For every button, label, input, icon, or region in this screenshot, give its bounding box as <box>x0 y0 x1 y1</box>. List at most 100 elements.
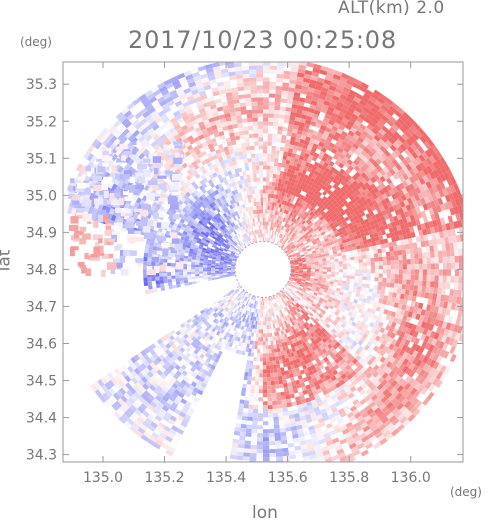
echo-cell <box>265 341 269 346</box>
echo-cell <box>275 356 279 361</box>
echo-cell <box>302 263 307 266</box>
echo-cell <box>302 81 310 87</box>
echo-cell <box>394 259 399 265</box>
echo-cell <box>458 196 463 206</box>
echo-cell <box>288 414 295 420</box>
echo-cell <box>275 206 279 212</box>
echo-cell <box>163 425 171 433</box>
echo-cell <box>256 309 259 314</box>
echo-cell <box>428 207 435 215</box>
echo-cell <box>143 347 150 354</box>
echo-cell <box>195 276 200 279</box>
echo-cell <box>253 336 256 341</box>
echo-cell <box>216 203 221 208</box>
echo-cell <box>318 235 323 240</box>
echo-cell <box>382 173 390 181</box>
echo-cell <box>294 179 299 185</box>
echo-cell <box>224 189 229 194</box>
echo-cell <box>208 307 213 312</box>
echo-cell <box>263 141 268 146</box>
echo-cell <box>258 397 263 402</box>
echo-cell <box>442 256 447 264</box>
echo-cell <box>193 349 199 355</box>
echo-cell <box>216 330 221 336</box>
echo-cell <box>251 97 258 102</box>
echo-cell <box>284 237 288 241</box>
echo-cell <box>251 299 255 304</box>
echo-cell <box>265 237 267 242</box>
echo-cell <box>277 335 281 340</box>
echo-cell <box>183 320 189 326</box>
echo-cell <box>284 222 288 227</box>
echo-cell <box>241 290 245 294</box>
echo-cell <box>220 297 226 302</box>
echo-cell <box>240 423 247 429</box>
echo-cell <box>354 78 363 86</box>
echo-cell <box>307 199 313 205</box>
echo-cell <box>192 238 198 243</box>
echo-cell <box>263 201 266 206</box>
echo-cell <box>149 411 158 419</box>
echo-cell <box>417 127 426 136</box>
echo-cell <box>375 227 381 233</box>
echo-cell <box>236 332 240 338</box>
echo-cell <box>107 372 115 380</box>
echo-cell <box>137 372 145 380</box>
echo-cell <box>227 269 231 271</box>
echo-cell <box>259 169 263 174</box>
echo-cell <box>250 316 253 321</box>
echo-cell <box>178 328 185 334</box>
echo-cell <box>234 189 239 195</box>
echo-cell <box>356 248 362 253</box>
echo-cell <box>364 231 370 236</box>
echo-cell <box>311 267 315 270</box>
echo-cell <box>201 237 207 242</box>
echo-cell <box>249 360 254 365</box>
echo-cell <box>252 117 258 122</box>
echo-cell <box>339 143 346 150</box>
echo-cell <box>367 216 373 223</box>
echo-cell <box>442 250 447 257</box>
echo-cell <box>306 261 311 264</box>
echo-cell <box>209 314 215 320</box>
echo-cell <box>381 193 388 200</box>
echo-cell <box>404 119 413 128</box>
echo-cell <box>193 314 199 319</box>
echo-cell <box>258 329 261 334</box>
echo-cell <box>269 332 273 337</box>
echo-cell <box>288 202 293 208</box>
echo-cell <box>223 340 228 345</box>
echo-cell <box>196 346 202 352</box>
echo-cell <box>257 185 261 190</box>
echo-cell <box>296 202 301 208</box>
echo-cell <box>140 369 148 377</box>
echo-cell <box>403 222 410 229</box>
echo-cell <box>204 309 210 314</box>
echo-cell <box>245 363 250 369</box>
echo-cell <box>291 401 297 407</box>
echo-cell <box>268 117 274 122</box>
echo-cell <box>211 244 217 249</box>
echo-cell <box>305 256 310 259</box>
echo-cell <box>242 456 250 461</box>
echo-cell <box>312 252 317 256</box>
echo-cell <box>250 324 254 329</box>
echo-cell <box>254 349 258 354</box>
echo-cell <box>410 195 417 203</box>
echo-cell <box>301 147 307 153</box>
echo-cell <box>324 113 332 120</box>
echo-cell <box>306 158 312 164</box>
echo-cell <box>221 190 227 196</box>
echo-cell <box>97 379 105 387</box>
echo-cell <box>195 100 203 107</box>
echo-cell <box>161 351 168 358</box>
echo-cell <box>175 275 180 279</box>
echo-cell <box>219 342 224 348</box>
echo-cell <box>191 89 199 96</box>
echo-cell <box>150 110 158 118</box>
echo-cell <box>217 253 222 256</box>
echo-cell <box>321 185 327 191</box>
echo-cell <box>289 207 293 212</box>
echo-cell <box>261 313 263 318</box>
echo-cell <box>252 121 258 126</box>
